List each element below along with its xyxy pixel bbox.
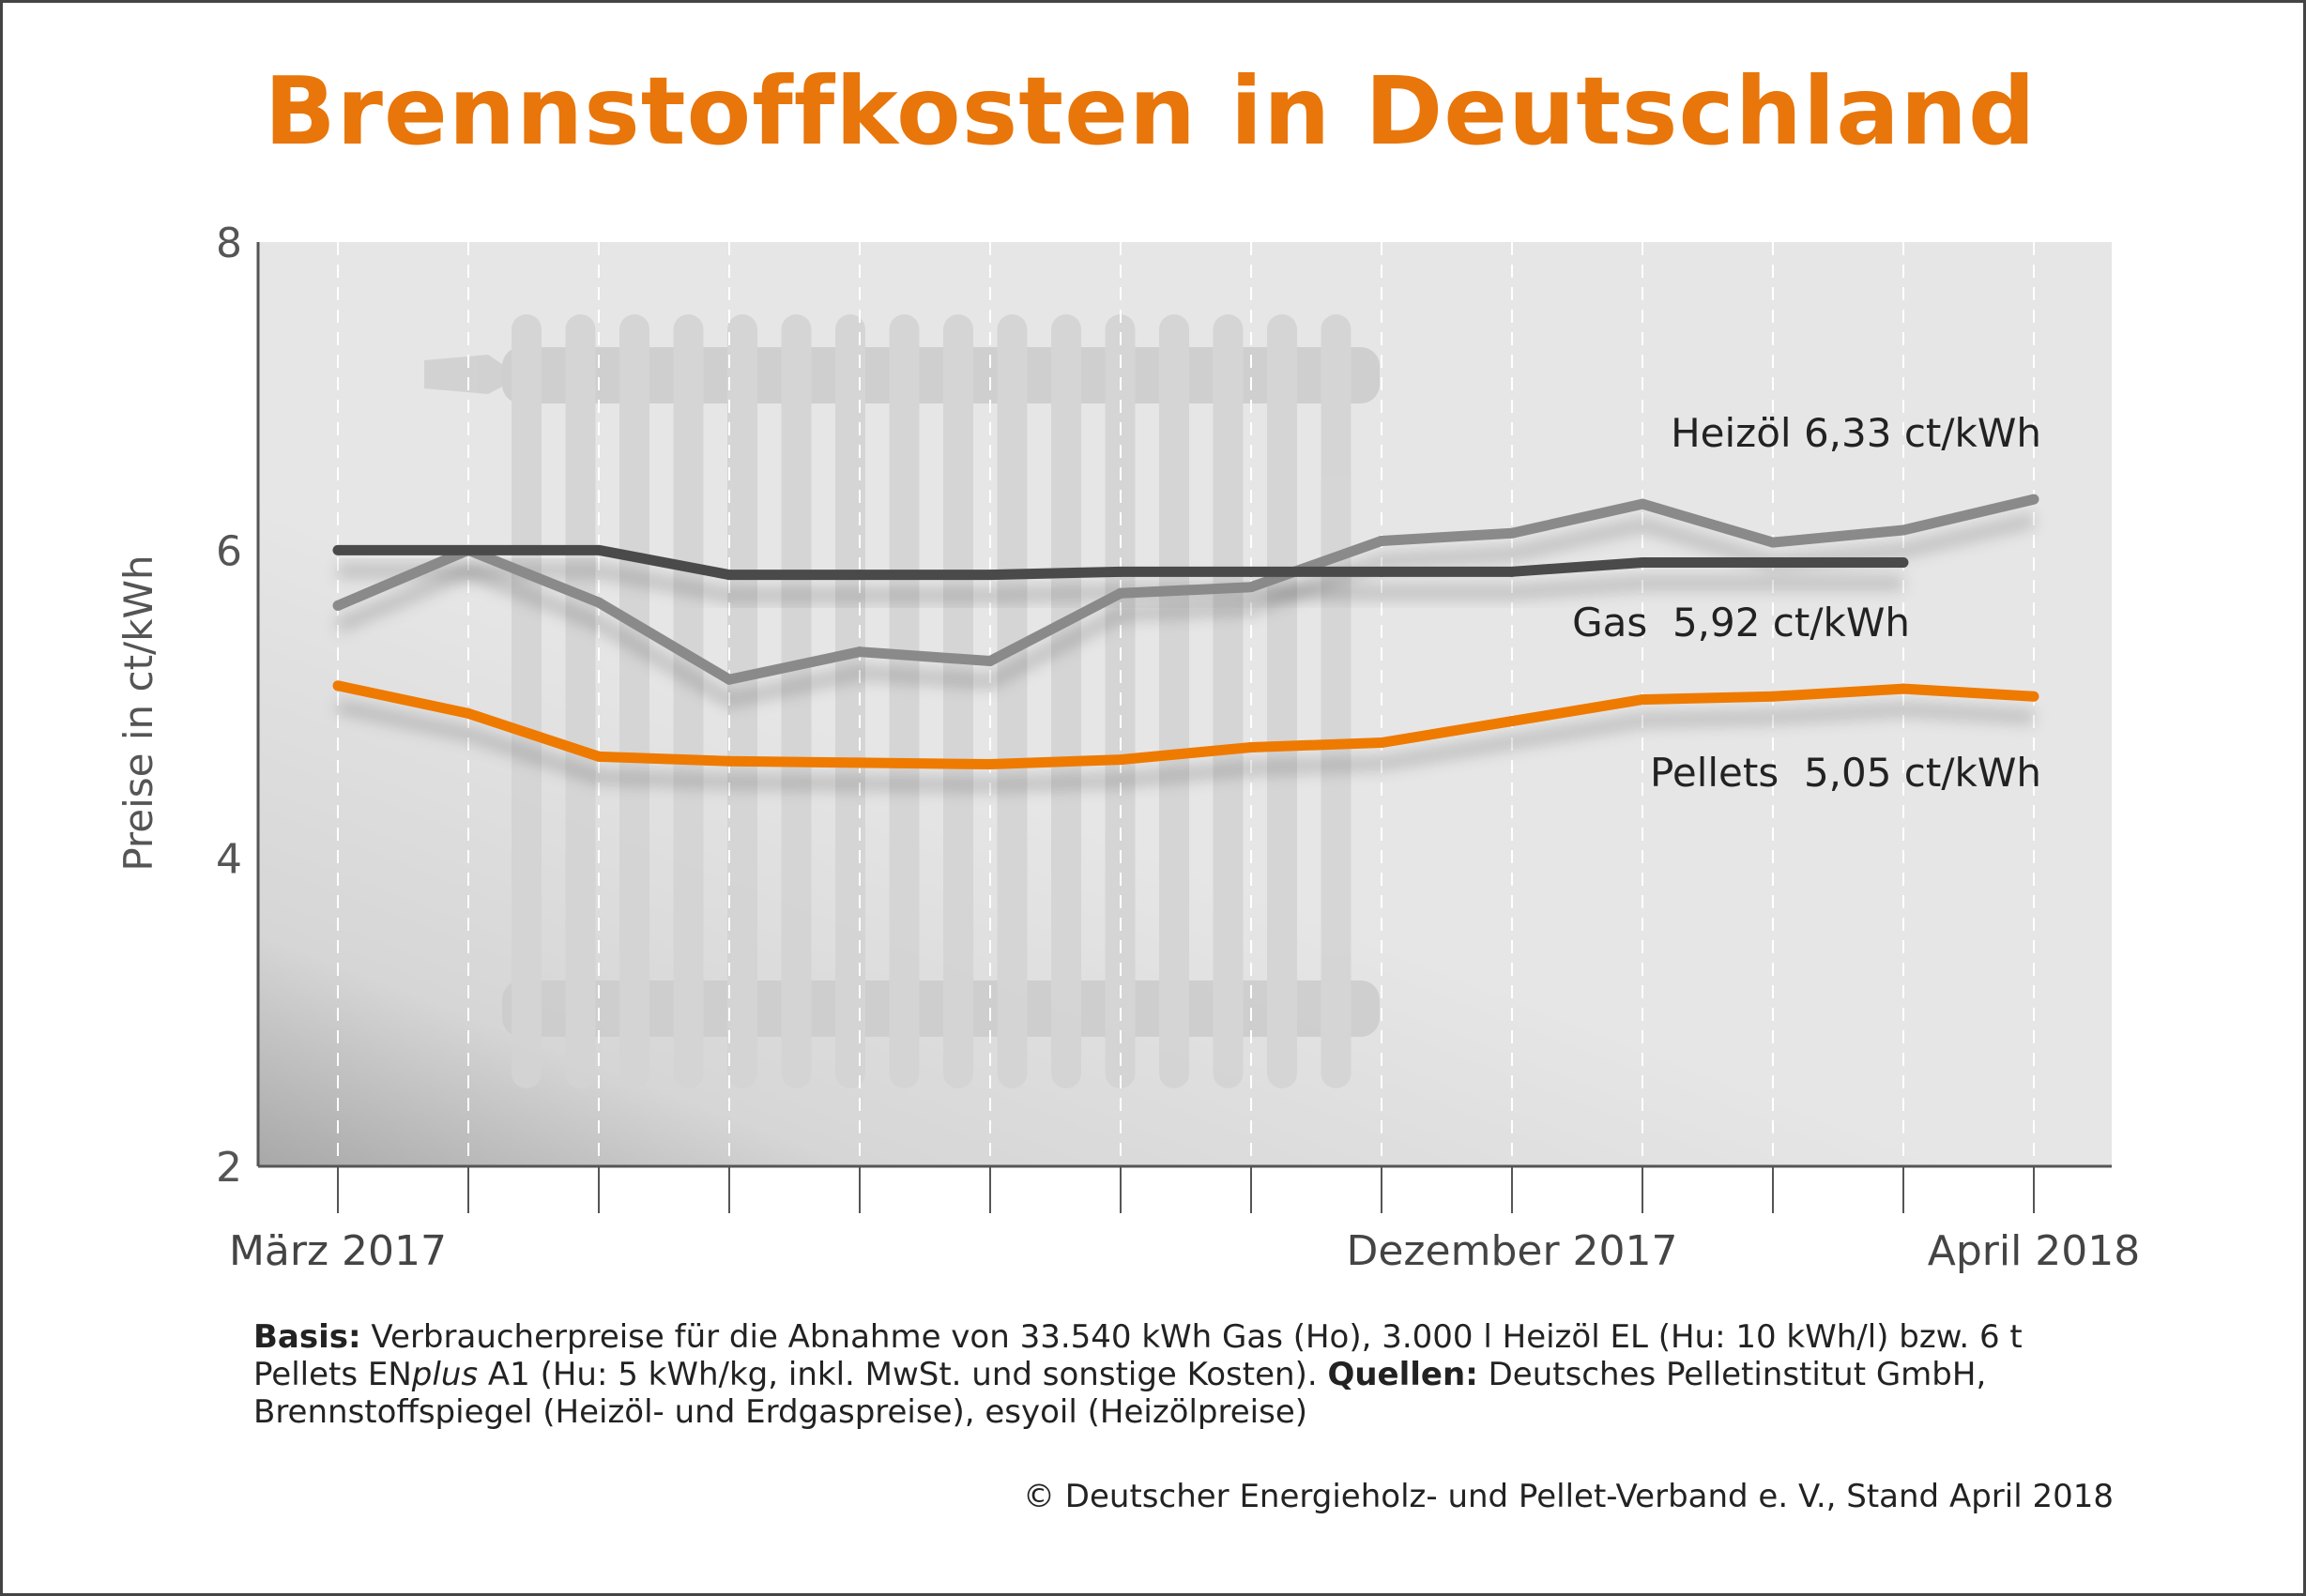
data-point [2028,691,2039,702]
series-shadow [336,699,2035,792]
data-point [724,570,735,581]
data-point [1767,556,1779,568]
radiator-fin [997,314,1028,1088]
data-point [1637,498,1648,509]
data-point [1898,683,1909,694]
data-point [1115,754,1126,766]
data-point [1506,716,1518,727]
data-point [1245,741,1257,752]
data-point [854,570,865,581]
basis-text-2: A1 (Hu: 5 kWh/kg, inkl. MwSt. und sonsti… [478,1356,1328,1393]
data-point [1767,691,1779,702]
vertical-gridlines [337,242,2035,1166]
data-point [463,707,474,719]
copyright-notice: © Deutscher Energieholz- und Pellet-Verb… [1023,1478,2114,1515]
data-point [1506,566,1518,577]
data-point [1115,566,1126,577]
basis-text: Verbraucherpreise für die Abnahme von 33… [253,1318,2023,1393]
data-point [854,757,865,768]
data-point [1637,556,1648,568]
data-point [1767,537,1779,548]
data-point [1376,566,1387,577]
radiator-fin [673,314,704,1088]
data-point [1898,524,1909,536]
radiator-fin [619,314,649,1088]
y-tick-label: 6 [216,527,242,575]
footnote: Basis: Verbraucherpreise für die Abnahme… [253,1318,2130,1431]
data-point [985,570,996,581]
radiator-fin [1267,314,1297,1088]
basis-label: Basis: [253,1318,361,1356]
data-point [854,646,865,658]
radiator-fin [1051,314,1081,1088]
radiator-fin [1159,314,1189,1088]
series-label-pellets: Pellets 5,05 ct/kWh [1650,750,2041,796]
data-point [1506,527,1518,539]
plus-text: plus [411,1356,479,1393]
y-tick-label: 4 [216,836,242,884]
data-point [593,597,604,608]
series-line-heizoel [335,494,2036,685]
data-point [1898,556,1909,568]
sources-label: Quellen: [1327,1356,1478,1393]
data-point [724,674,735,685]
sources-text: Deutsches Pelletinstitut GmbH, Brennstof… [253,1356,1987,1431]
radiator-fin [835,314,865,1088]
data-point [724,755,735,767]
x-tick-label: April 2018 [1928,1227,2141,1275]
series-label-heizoel: Heizöl 6,33 ct/kWh [1671,410,2041,456]
data-point [463,544,474,555]
series-label-gas: Gas 5,92 ct/kWh [1572,600,1910,646]
y-axis-label: Preise in ct/kWh [115,555,161,871]
series-shadow [335,513,2036,707]
radiator-fin [1213,314,1244,1088]
data-point [593,751,604,762]
radiator-fin [943,314,973,1088]
chart-title: Brennstoffkosten in Deutschland [264,56,2037,166]
radiator-fin [889,314,920,1088]
radiator-fin [1321,314,1352,1088]
data-point [1115,587,1126,599]
data-point [1376,535,1387,546]
radiator-illustration [424,314,1380,1088]
data-point [593,544,604,555]
data-point [332,600,344,611]
data-point [2028,494,2039,505]
series-layer [332,494,2039,792]
data-point [1245,566,1257,577]
y-tick-label: 2 [216,1144,242,1192]
data-point [985,759,996,770]
radiator-fin [512,314,542,1088]
y-tick-label: 8 [216,220,242,267]
data-point [332,680,344,692]
x-tick-label: Dezember 2017 [1346,1227,1677,1275]
data-point [985,656,996,667]
x-axis: März 2017 Dezember 2017 April 2018 [229,1164,2141,1275]
series-line-pellets [336,680,2035,770]
radiator-fin [565,314,596,1088]
data-point [332,544,344,555]
y-axis: 2 4 6 8 [216,220,260,1192]
data-point [1637,694,1648,706]
radiator-fin [781,314,812,1088]
data-point [1245,582,1257,593]
data-point [1376,737,1387,749]
x-tick-label: März 2017 [229,1227,447,1275]
